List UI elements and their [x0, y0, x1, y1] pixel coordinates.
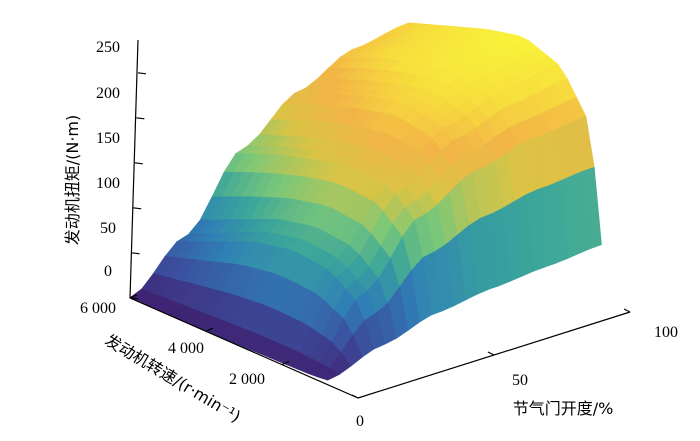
y-tick-label: 2 000: [229, 371, 265, 388]
z-tick-label: 50: [100, 220, 116, 237]
tick-mark: [351, 394, 359, 399]
y-axis-line: [129, 297, 359, 399]
tick-marks: [129, 72, 631, 399]
z-tick-label: 250: [96, 39, 120, 56]
tick-mark: [623, 308, 631, 313]
x-tick-label: 100: [654, 324, 678, 341]
tick-mark: [129, 294, 138, 299]
tick-mark: [136, 117, 145, 120]
tick-mark: [133, 207, 142, 210]
tick-mark: [131, 252, 140, 255]
z-axis-title: 发动机扭矩/(N·m): [63, 115, 82, 246]
tick-mark: [129, 297, 139, 300]
tick-mark: [205, 327, 214, 332]
z-tick-label: 0: [104, 263, 112, 280]
tick-mark: [281, 361, 290, 366]
surface-cell: [317, 367, 340, 381]
z-tick-label: 100: [96, 175, 120, 192]
z-tick-label: 150: [96, 130, 120, 147]
tick-mark: [137, 72, 147, 75]
tick-mark: [134, 162, 143, 165]
x-axis-title: 节气门开度/%: [513, 399, 614, 418]
surface-mesh: [129, 22, 602, 381]
x-tick-label: 0: [356, 413, 364, 430]
y-tick-label: 4 000: [168, 340, 204, 357]
tick-mark: [487, 351, 495, 356]
x-tick-label: 50: [512, 372, 528, 389]
z-tick-label: 200: [96, 85, 120, 102]
y-tick-label: 6 000: [80, 300, 116, 317]
z-axis-line: [129, 39, 139, 299]
